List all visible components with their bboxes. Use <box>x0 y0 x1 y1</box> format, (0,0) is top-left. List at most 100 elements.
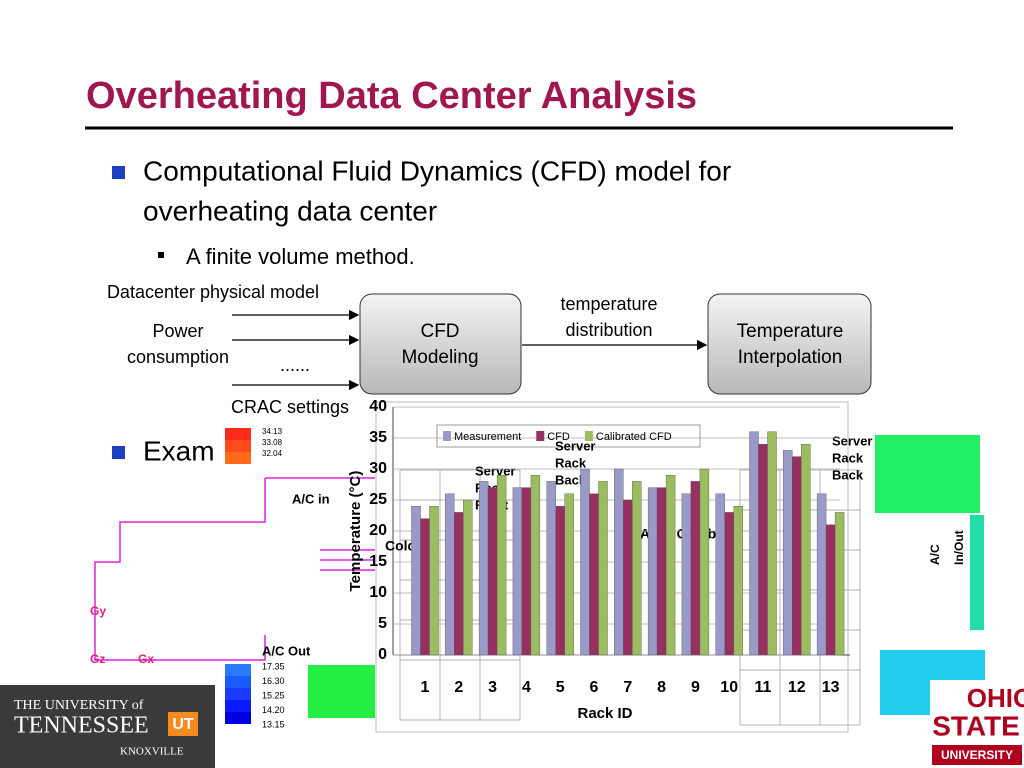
y-tick-label: 40 <box>369 398 387 415</box>
bar <box>411 506 421 656</box>
y-tick-label: 5 <box>378 615 387 632</box>
figure-label: A/C Out <box>262 643 311 658</box>
bar <box>825 524 836 656</box>
legend-swatch <box>584 431 593 441</box>
y-tick-label: 10 <box>369 584 387 601</box>
figure-label: Gx <box>138 652 154 666</box>
bar <box>521 487 532 656</box>
bar <box>589 493 599 656</box>
input-label: Power <box>152 321 203 341</box>
bar <box>623 499 633 656</box>
bullet: Computational Fluid Dynamics (CFD) model… <box>143 155 731 186</box>
figure-label: Server <box>475 463 515 478</box>
node-label: Interpolation <box>738 347 843 368</box>
logo-right-band <box>932 745 1022 765</box>
cfd-figure <box>94 477 375 661</box>
bar <box>665 475 676 656</box>
figure-label: Server <box>555 438 595 453</box>
bar <box>487 487 498 656</box>
x-tick-label: 3 <box>488 679 497 696</box>
figure-label: Rack <box>555 455 587 470</box>
colorbar-label: 32.04 <box>262 449 283 458</box>
logo-text: TENNESSEE <box>14 713 149 739</box>
x-tick-label: 6 <box>590 679 599 696</box>
colorbar <box>225 428 251 440</box>
logo-text: UNIVERSITY <box>941 748 1013 762</box>
x-tick-label: 9 <box>691 679 700 696</box>
outline <box>265 477 375 571</box>
bar <box>546 481 556 656</box>
bar <box>699 468 710 656</box>
figure-label: In/Out <box>952 530 966 565</box>
bar <box>420 518 430 656</box>
bar <box>496 475 507 656</box>
figure-label: Server <box>832 433 872 448</box>
bar <box>816 493 827 656</box>
figure-label: Gz <box>90 652 105 666</box>
x-tick-label: 1 <box>421 679 430 696</box>
figure-label: A/C <box>928 544 942 565</box>
input-label: CRAC settings <box>231 397 349 417</box>
bar <box>632 481 642 656</box>
node-box <box>707 293 872 395</box>
legend-label: CFD <box>547 431 570 443</box>
bar <box>478 481 489 656</box>
bar <box>429 506 439 656</box>
bar <box>834 512 845 656</box>
bar <box>749 431 759 656</box>
logo-text: UT <box>172 716 194 733</box>
x-tick-label: 8 <box>657 679 666 696</box>
input-label: consumption <box>127 347 229 367</box>
colorbar-label: 15.25 <box>262 690 285 700</box>
bullet: overheating data center <box>143 195 437 226</box>
bar <box>715 493 725 656</box>
colorbar-label: 17.35 <box>262 661 285 671</box>
slide-title: Overheating Data Center Analysis <box>86 75 697 117</box>
x-tick-label: 10 <box>720 679 738 696</box>
colorbar-label: 34.13 <box>262 427 283 436</box>
figure-label: Rack <box>832 450 864 465</box>
colorbar <box>225 440 251 452</box>
y-tick-label: 25 <box>369 491 387 508</box>
x-tick-label: 5 <box>556 679 565 696</box>
x-axis-label: Rack ID <box>577 705 632 722</box>
y-tick-label: 15 <box>369 553 387 570</box>
x-tick-label: 13 <box>822 679 840 696</box>
logo-badge <box>168 712 198 736</box>
legend-label: Calibrated CFD <box>596 431 672 443</box>
colorbar <box>225 676 251 688</box>
bar <box>733 506 743 656</box>
legend-label: Measurement <box>454 431 521 443</box>
bullet: Exam <box>143 435 215 466</box>
cfd-field <box>875 435 980 513</box>
y-axis-label: Temperature (°C) <box>347 471 364 592</box>
node-box <box>359 293 522 395</box>
bar <box>614 468 624 656</box>
y-tick-label: 35 <box>369 429 387 446</box>
colorbar <box>225 712 251 724</box>
sub-bullet-icon <box>158 252 164 258</box>
logo-text: KNOXVILLE <box>120 746 184 758</box>
bar <box>656 487 667 656</box>
cfd-field <box>970 515 984 630</box>
node-label: CFD <box>420 321 459 342</box>
bar <box>512 487 523 656</box>
bar <box>463 499 473 656</box>
node-label: Modeling <box>401 347 478 368</box>
bar <box>767 431 777 656</box>
y-tick-label: 20 <box>369 522 387 539</box>
colorbar <box>225 688 251 700</box>
colorbar-label: 13.15 <box>262 719 285 729</box>
x-tick-label: 12 <box>788 679 806 696</box>
logo-text: THE UNIVERSITY of <box>14 698 144 713</box>
legend-swatch <box>443 431 451 441</box>
bar <box>454 512 464 656</box>
bar <box>783 450 793 656</box>
figure-label: Back <box>832 467 864 482</box>
colorbar-label: 16.30 <box>262 676 285 686</box>
bar <box>647 487 658 656</box>
outline <box>94 478 266 661</box>
input-label: ...... <box>280 355 310 375</box>
bullet-icon <box>112 446 125 459</box>
logo-text: STATE <box>932 710 1020 741</box>
